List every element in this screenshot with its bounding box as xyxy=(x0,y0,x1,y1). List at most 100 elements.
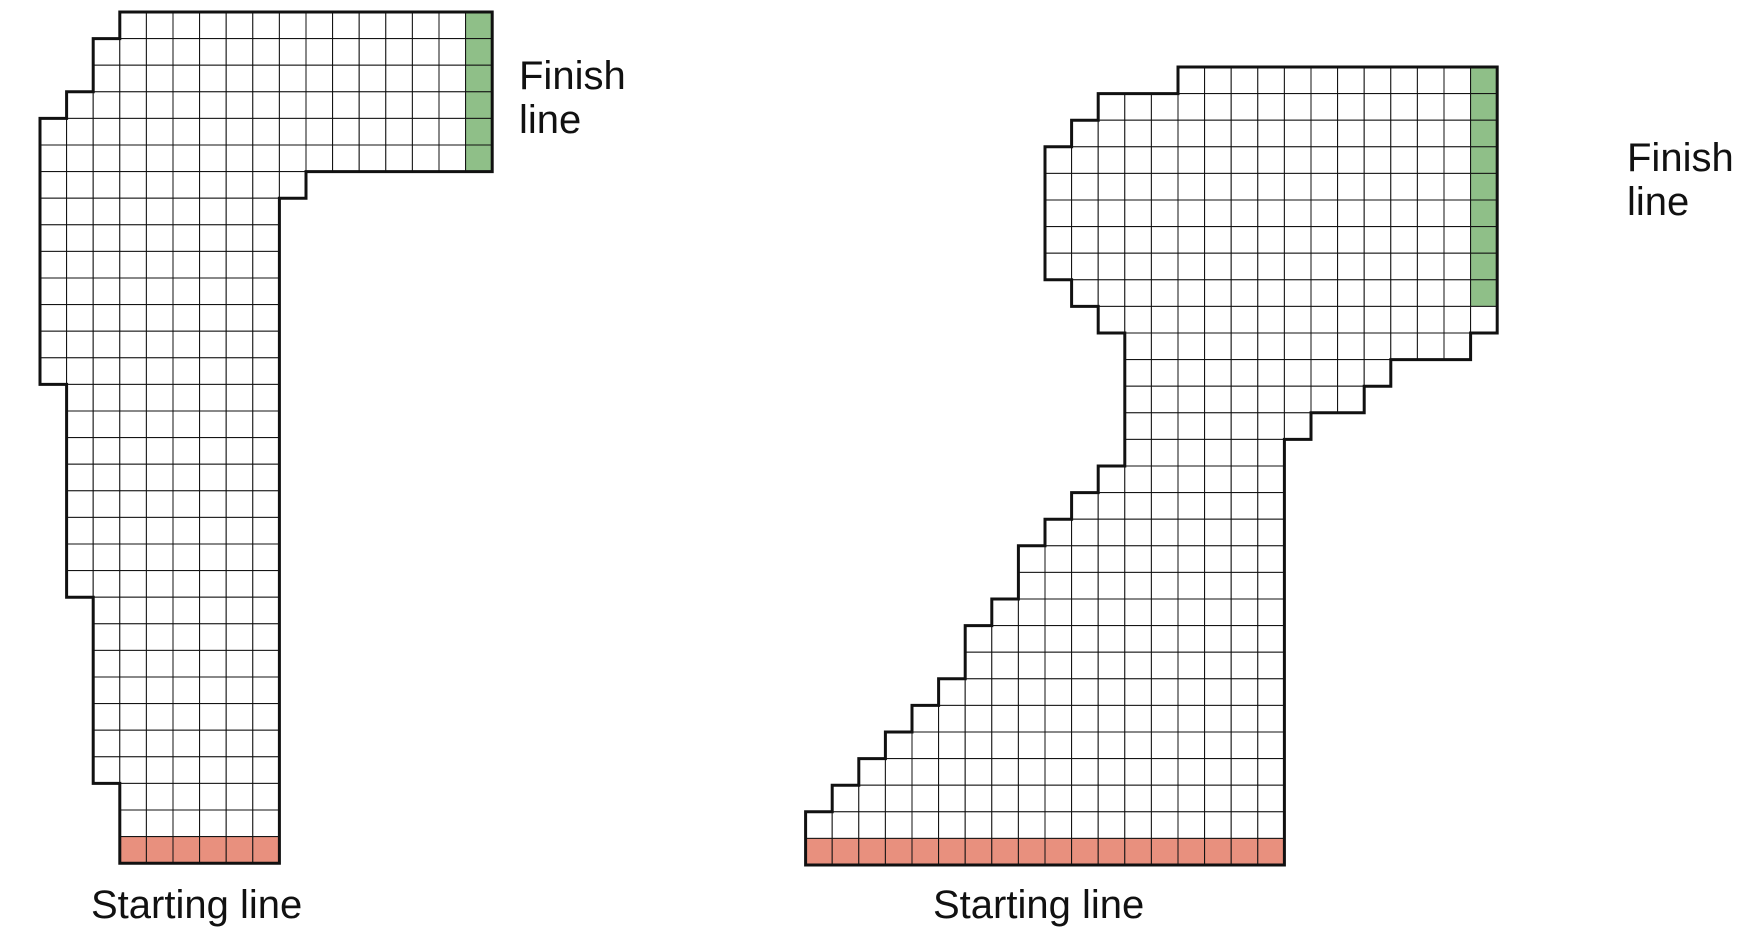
right-racetrack: Finish line Starting line xyxy=(804,65,1734,927)
grid-cell xyxy=(225,277,254,306)
grid-cell xyxy=(358,64,387,93)
grid-cell xyxy=(172,357,201,385)
grid-cell xyxy=(1443,146,1472,174)
grid-cell xyxy=(964,731,993,760)
grid-cell xyxy=(1150,305,1179,334)
grid-cell xyxy=(39,357,68,385)
grid-cell xyxy=(938,811,966,839)
grid-cell xyxy=(92,756,121,784)
starting-line-cell xyxy=(1097,837,1126,866)
grid-cell xyxy=(1363,66,1392,95)
grid-cell xyxy=(1150,651,1179,680)
grid-cell xyxy=(964,651,993,680)
grid-cell xyxy=(411,144,440,173)
grid-cell xyxy=(119,543,147,572)
grid-cell xyxy=(1177,571,1206,600)
grid-cell xyxy=(252,543,280,572)
grid-cell xyxy=(1337,385,1365,414)
grid-cell xyxy=(1257,811,1285,839)
grid-cell xyxy=(172,383,201,412)
grid-cell xyxy=(1363,305,1392,334)
grid-cell xyxy=(1257,758,1285,786)
grid-cell xyxy=(252,782,280,811)
grid-cell xyxy=(358,117,387,146)
grid-cell xyxy=(172,543,201,572)
grid-cell xyxy=(119,304,147,332)
grid-cell xyxy=(1230,731,1259,760)
grid-cell xyxy=(1257,545,1285,573)
grid-cell xyxy=(1337,93,1365,121)
grid-cell xyxy=(1071,172,1099,201)
grid-cell xyxy=(1150,731,1179,760)
grid-cell xyxy=(225,623,254,651)
grid-cell xyxy=(1177,811,1206,839)
grid-cell xyxy=(1124,93,1152,121)
grid-cell xyxy=(1204,359,1232,387)
grid-cell xyxy=(1150,811,1179,839)
grid-cell xyxy=(119,410,147,439)
grid-cell xyxy=(1416,226,1445,254)
grid-cell xyxy=(1017,678,1046,706)
grid-cell xyxy=(199,383,227,412)
grid-cell xyxy=(172,623,201,651)
grid-cell xyxy=(1363,119,1392,148)
grid-cell xyxy=(172,437,201,465)
grid-cell xyxy=(1363,199,1392,228)
grid-cell xyxy=(1017,571,1046,600)
grid-cell xyxy=(172,809,201,838)
grid-cell xyxy=(252,410,280,439)
grid-cell xyxy=(1230,625,1259,653)
grid-cell xyxy=(278,64,307,93)
grid-cell xyxy=(172,38,201,66)
grid-cell xyxy=(225,676,254,705)
grid-cell xyxy=(199,703,227,731)
grid-cell xyxy=(225,197,254,226)
grid-cell xyxy=(1124,252,1152,281)
grid-cell xyxy=(225,117,254,146)
grid-cell xyxy=(1443,332,1472,361)
grid-cell xyxy=(1150,385,1179,414)
grid-cell xyxy=(911,704,940,733)
grid-cell xyxy=(39,330,68,359)
grid-cell xyxy=(1363,359,1392,387)
grid-cell xyxy=(991,784,1019,813)
grid-cell xyxy=(1230,784,1259,813)
grid-cell xyxy=(438,144,467,173)
grid-cell xyxy=(119,676,147,705)
grid-cell xyxy=(1230,518,1259,547)
grid-cell xyxy=(358,91,387,119)
starting-line-cell xyxy=(805,837,833,866)
grid-cell xyxy=(1044,758,1073,786)
grid-cell xyxy=(145,543,174,572)
grid-cell xyxy=(884,784,913,813)
finish-line-cell xyxy=(1470,199,1498,228)
grid-cell xyxy=(1204,172,1232,201)
grid-cell xyxy=(1150,172,1179,201)
grid-cell xyxy=(66,91,94,119)
grid-cell xyxy=(145,649,174,678)
grid-cell xyxy=(119,357,147,385)
grid-cell xyxy=(1177,199,1206,228)
grid-cell xyxy=(1150,465,1179,494)
grid-cell xyxy=(1230,66,1259,95)
grid-cell xyxy=(119,38,147,66)
grid-cell xyxy=(1044,545,1073,573)
grid-cell xyxy=(199,330,227,359)
grid-cell xyxy=(1204,492,1232,520)
grid-cell xyxy=(252,64,280,93)
grid-cell xyxy=(1283,93,1312,121)
grid-cell xyxy=(1230,305,1259,334)
finish-line-cell xyxy=(1470,279,1498,307)
grid-cell xyxy=(1097,465,1126,494)
grid-cell xyxy=(199,516,227,545)
grid-cell xyxy=(1150,704,1179,733)
grid-cell xyxy=(1044,172,1073,201)
grid-cell xyxy=(1204,571,1232,600)
grid-cell xyxy=(1177,146,1206,174)
grid-cell xyxy=(1283,226,1312,254)
grid-cell xyxy=(145,250,174,279)
grid-cell xyxy=(1097,492,1126,520)
grid-cell xyxy=(1204,93,1232,121)
grid-cell xyxy=(145,11,174,40)
grid-cell xyxy=(145,570,174,598)
